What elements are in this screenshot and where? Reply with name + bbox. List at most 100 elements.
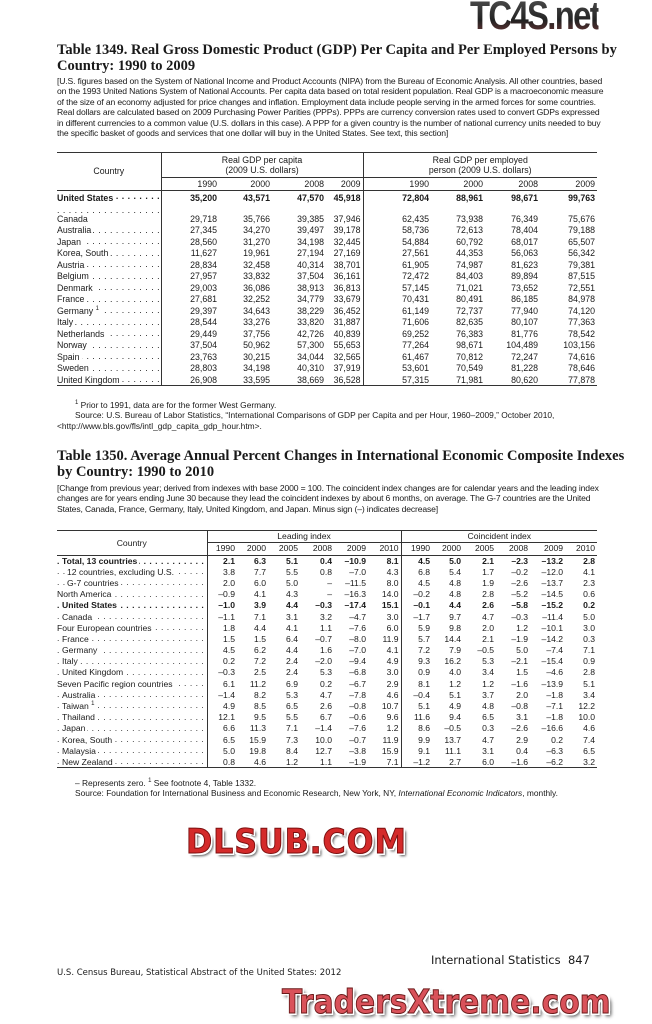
footnote-text-2: See footnote 4, Table 1332. (153, 777, 257, 788)
row-label-text: France (62, 633, 89, 644)
cell-value: 5.0 (223, 745, 235, 756)
table-1349-intro: [U.S. figures based on the System of Nat… (57, 76, 604, 139)
table-row: Thailand 12.1 9.5 5.5 6.7 –0.69.6 11.6 9.4 6.5 3.… (57, 711, 597, 723)
cell-value: 0.4 (516, 745, 529, 756)
row-label-text: Norway (57, 340, 87, 351)
cell-value: 80,107 (511, 317, 538, 328)
cell-value: 74,616 (568, 351, 595, 362)
cell-value: 4.4 (254, 622, 266, 633)
cell-value: 9.7 (449, 611, 462, 622)
cell-value: 57,315 (402, 374, 429, 385)
cell-value: –4.6 (546, 667, 564, 678)
cell-value: 15.1 (368, 599, 402, 611)
row-label-text: Australia (57, 225, 92, 236)
cell-value: 76,383 (456, 328, 483, 339)
cell-value: –0.3 (218, 667, 235, 678)
cell-value: 34,270 (243, 225, 270, 236)
cell-value: –0.7 (315, 633, 332, 644)
cell-value: 6.2 (254, 645, 266, 656)
cell-value: 7.1 (583, 645, 596, 656)
cell-value: 3.9 (254, 600, 266, 611)
cell-value: 61,467 (402, 351, 429, 362)
year-header: 2005 (474, 543, 495, 554)
cell-value: 36,813 (326, 282, 364, 294)
cell-value: 3.8 (223, 566, 235, 577)
cell-value: 27,345 (190, 225, 217, 236)
cell-value: 19.8 (249, 745, 266, 756)
cell-value: –1.8 (546, 689, 564, 700)
cell-value: –0.4 (413, 689, 431, 700)
row-label: Germany (62, 645, 100, 656)
country-header: Country (57, 530, 208, 556)
table-row: Germany 4.5 6.2 4.4 1.6 –7.04.1 7.2 7.9 –0.5 5.0 –… (57, 644, 597, 656)
cell-value: 4.7 (482, 611, 495, 622)
row-label-text: Malaysia (62, 745, 96, 756)
cell-value: 1.2 (449, 678, 462, 689)
cell-value: 0.2 (223, 656, 235, 667)
table-row: United States –1.0 3.9 4.4 –0.3 –17.415.1 –0.1… (57, 599, 597, 611)
cell-value: 5.3 (482, 656, 495, 667)
row-label-text: United States (62, 600, 117, 611)
cell-value: 1.5 (516, 667, 529, 678)
row-label-text: Italy (57, 317, 74, 328)
cell-value: 78,542 (568, 328, 595, 339)
cell-value: 4.9 (449, 701, 462, 712)
cell-value: 6.5 (286, 701, 298, 712)
cell-value: –1.0 (218, 600, 235, 611)
year-header: 1990 (215, 543, 235, 554)
cell-value: 74,120 (568, 305, 595, 316)
cell-value: 4.6 (583, 723, 596, 734)
row-label-text: Italy (62, 656, 78, 667)
cell-value: 53,601 (402, 363, 429, 374)
cell-value: –14.5 (541, 589, 564, 600)
cell-value: 9.5 (254, 712, 266, 723)
cell-value: 11.3 (249, 723, 266, 734)
row-label: Austria (57, 259, 87, 270)
cell-value: –1.4 (218, 689, 235, 700)
row-label-text: United Kingdom (62, 667, 124, 678)
cell-value: 0.3 (583, 633, 596, 644)
cell-value: 70,431 (402, 294, 429, 305)
row-label: Germany 1 (57, 305, 101, 316)
cell-value: 7.3 (286, 734, 298, 745)
cell-value: –7.6 (349, 723, 366, 734)
row-label: 12 countries, excluding U.S. (67, 566, 177, 577)
cell-value: 5.5 (286, 566, 298, 577)
cell-value: –2.1 (511, 656, 529, 667)
cell-value: –4.7 (349, 611, 366, 622)
table-row: Australia –1.4 8.2 5.3 4.7 –7.84.6 –0.4 5.1 3.7 2… (57, 689, 597, 701)
cell-value: –0.7 (349, 734, 366, 745)
table-row: Malaysia 5.0 19.8 8.4 12.7 –3.815.9 9.1 11.1 3.1… (57, 745, 597, 757)
cell-value: 6.8 (418, 566, 431, 577)
row-label-text: Japan (57, 236, 81, 247)
row-label-text: Canada (57, 214, 88, 224)
row-label: Total, 13 countries (62, 555, 140, 566)
cell-value: 4.4 (286, 645, 298, 656)
cell-value: 37,504 (297, 271, 324, 282)
table-1350-title: Table 1350. Average Annual Percent Chang… (57, 448, 625, 480)
footnote-mark: 1 (95, 305, 99, 312)
cell-value: 3.0 (368, 610, 402, 623)
cell-value: –1.8 (546, 712, 564, 723)
cell-value: 1.5 (254, 633, 266, 644)
table-row: Japan 6.6 11.3 7.1 –1.4 –7.61.2 8.6 –0.5 0.3 –2.6… (57, 722, 597, 734)
cell-value: 1.2 (516, 622, 529, 633)
table-row: Korea, South 6.5 15.9 7.3 10.0 –0.711.9 9.9 13.… (57, 734, 597, 746)
row-label: Canada (62, 611, 95, 622)
row-label: Four European countries (57, 622, 154, 633)
cell-value: 8.6 (418, 723, 431, 734)
cell-value: –5.2 (511, 589, 529, 600)
cell-value: 4.9 (368, 655, 402, 667)
cell-value: –0.1 (413, 600, 431, 611)
group-header-leading: Leading index (207, 530, 402, 543)
cell-value: 68,017 (511, 236, 538, 247)
row-label-text: Australia (62, 689, 96, 700)
cell-value: 2.6 (482, 600, 495, 611)
cell-value: 73,652 (511, 282, 538, 293)
year-header: 2008 (508, 543, 529, 554)
cell-value: 2.7 (449, 756, 462, 767)
cell-value: 2.1 (482, 555, 495, 566)
